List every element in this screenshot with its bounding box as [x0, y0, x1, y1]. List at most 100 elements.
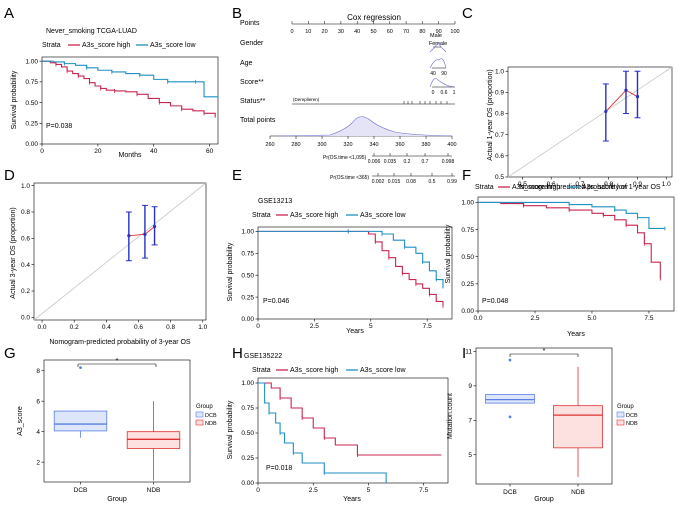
panel-a-xtick-label: 60 — [206, 148, 214, 155]
panel-a-curves — [42, 60, 219, 118]
panel-c-ytick-label: 0.5 — [495, 174, 504, 181]
nomogram-row-age: Age — [240, 60, 253, 67]
panel-g-legend-dcb-key — [195, 411, 204, 418]
panel-letter-i: I — [462, 345, 466, 362]
panel-c-ytick-label: 0.8 — [495, 111, 504, 118]
panel-d-ytick-label: 0.2 — [21, 288, 30, 295]
panel-letter-d: D — [4, 167, 15, 184]
panel-h-strata-label: Strata — [252, 367, 271, 374]
panel-h-subtitle: GSE135222 — [244, 353, 282, 360]
panel-a-legend-low: A3s_score low — [150, 42, 196, 49]
nomogram-pr1-label: Pr(OS.time <1,095) — [323, 155, 367, 161]
panel-h-xtick-label: 5 — [367, 487, 371, 494]
panel-a-xtick-label: 20 — [94, 148, 102, 155]
panel-c-calibration-point — [624, 88, 628, 92]
panel-i-legend-dcb: DCB — [626, 413, 638, 419]
panel-letter-g: G — [4, 345, 16, 362]
panel-a-xtick-label: 40 — [150, 148, 158, 155]
panel-i-ylabel: Mutation.count — [447, 393, 454, 439]
panel-a-curve-high — [42, 60, 216, 118]
panel-d-ytick-label: 1.0 — [21, 183, 30, 190]
panel-f-strata-label: Strata — [475, 184, 494, 191]
panel-g-ticks: 2 4 6 8 DCB NDB — [36, 368, 160, 494]
panel-h-ytick-label: 0.25 — [241, 455, 254, 462]
panel-g-ytick-label: 4 — [36, 429, 40, 436]
nomogram-points-tick-label: 10 — [305, 29, 311, 35]
nomogram-row-score: Score** — [240, 79, 264, 86]
panel-c-reference-line — [507, 66, 673, 178]
panel-g-legend-dcb: DCB — [205, 413, 217, 419]
panel-f-ytick-label: 0.75 — [461, 227, 474, 234]
panel-a-curve-low — [42, 60, 218, 98]
nomogram-total-tick-label: 360 — [395, 142, 404, 148]
panel-h-curve-low — [258, 382, 387, 483]
panel-d-calibration-point — [152, 224, 157, 229]
panel-letter-c: C — [462, 5, 473, 22]
nomogram-points-tick-label: 70 — [403, 29, 409, 35]
panel-i-ticks: 5 7 9 11 DCB NDB — [465, 349, 585, 496]
panel-g-legend-ndb: NDB — [205, 421, 217, 427]
panel-letter-f: F — [462, 167, 471, 184]
panel-c-ytick-label: 0.9 — [495, 90, 504, 97]
panel-f-ytick-label: 0.50 — [461, 254, 474, 261]
nomogram-pr1-tick-label: 0.2 — [404, 159, 411, 165]
panel-e-curves — [258, 229, 444, 308]
nomogram-total-tick-label: 300 — [317, 142, 326, 148]
panel-a-ytick-label: 0.50 — [25, 100, 38, 107]
nomogram-points-tick-label: 50 — [370, 29, 376, 35]
panel-e-curve-high — [258, 230, 444, 306]
panel-c-xtick-label: 0.5 — [518, 181, 527, 188]
panel-a-ytick-label: 0.25 — [25, 120, 38, 127]
panel-i-xtick-label: DCB — [503, 489, 517, 496]
nomogram-pr2-tick-label: 0.5 — [429, 179, 436, 185]
panel-h-curves — [258, 382, 442, 483]
nomogram-gender-density — [429, 42, 447, 53]
panel-g-ytick-label: 2 — [36, 459, 40, 466]
panel-c-plot-frame — [507, 66, 673, 178]
panel-d-ticks: 0.0 0.2 0.4 0.6 0.8 1.0 0.0 0.2 0.4 0.6 0.8 1.0 — [21, 183, 208, 331]
panel-c-xtick-label: 0.6 — [547, 181, 556, 188]
nomogram-age-tick-90: 90 — [441, 71, 447, 77]
nomogram-total-tick-label: 340 — [369, 142, 378, 148]
panel-a-strata-label: Strata — [42, 42, 61, 49]
nomogram-row-status: Status** — [240, 98, 266, 105]
panel-i-xtick-label: NDB — [571, 489, 585, 496]
panel-i-ytick-label: 7 — [468, 418, 472, 425]
panel-e-subtitle: GSE13213 — [258, 198, 292, 205]
panel-c-calibration-marks — [602, 70, 641, 142]
panel-a-plot-frame — [41, 56, 219, 145]
nomogram-pr1-tick-label: 0.998 — [442, 159, 455, 165]
panel-f-xtick-label: 0.0 — [473, 315, 482, 322]
panel-a-ytick-label: 0.75 — [25, 79, 38, 86]
panel-h-xtick-label: 7.5 — [419, 487, 428, 494]
panel-e-ytick-label: 0.25 — [241, 294, 254, 301]
panel-a-ytick-label: 1.00 — [25, 58, 38, 65]
panel-d-ytick-label: 0.0 — [21, 315, 30, 322]
panel-i-plot-frame — [475, 347, 613, 485]
panel-g-sig: * — [116, 358, 119, 365]
panel-h-curve-high — [258, 382, 442, 456]
nomogram-points-tick-label: 90 — [436, 29, 442, 35]
panel-i-ytick-label: 5 — [468, 452, 472, 459]
nomogram-total-ticks: 260 280 300 320 340 360 380 400 — [265, 136, 457, 148]
panel-a-ylabel: Survival probability — [11, 70, 18, 129]
panel-e-strata-label: Strata — [252, 212, 271, 219]
panel-a-ticks: 0 20 40 60 0.00 0.25 0.50 0.75 1.00 — [25, 58, 213, 155]
panel-letter-e: E — [232, 167, 242, 184]
nomogram-age-tick-40: 40 — [430, 71, 436, 77]
panel-e-ticks: 0 2.5 5 7.5 0.00 0.25 0.50 0.75 1.00 — [241, 229, 432, 330]
nomogram-row-total: Total points — [240, 117, 276, 124]
panel-h-xtick-label: 0 — [256, 487, 260, 494]
panel-a-xtick-label: 0 — [40, 148, 44, 155]
panel-letter-h: H — [232, 345, 243, 362]
nomogram-pr2-tick-label: 0.002 — [372, 179, 385, 185]
panel-d-reference-line — [33, 182, 207, 321]
nomogram-points-tick-label: 20 — [322, 29, 328, 35]
nomogram-gender-male: Male — [430, 33, 442, 39]
nomogram-points-tick-label: 30 — [338, 29, 344, 35]
panel-c-xtick-label: 0.7 — [575, 181, 584, 188]
nomogram-total-density — [279, 116, 453, 137]
panel-g-xlabel: Group — [107, 496, 127, 503]
panel-g-xtick-label: NDB — [147, 487, 161, 494]
